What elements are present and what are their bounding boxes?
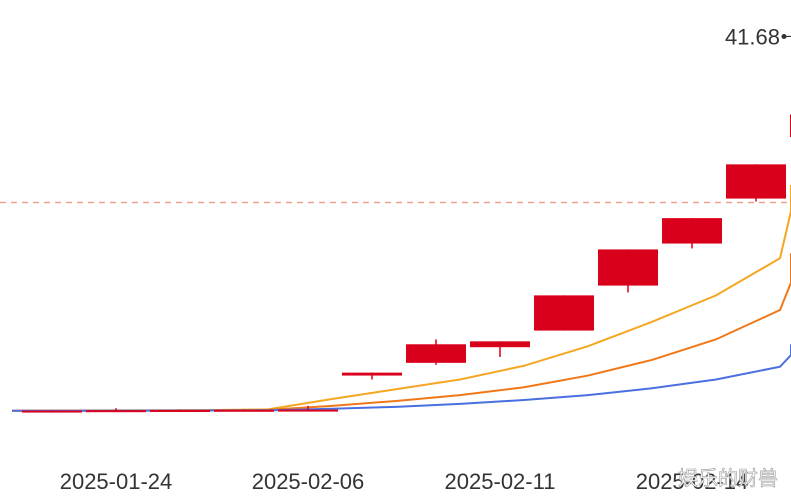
candle-body — [598, 249, 658, 286]
candle[interactable] — [22, 410, 82, 413]
candle[interactable] — [534, 295, 594, 331]
candle[interactable] — [662, 218, 722, 249]
candle-body — [534, 295, 594, 331]
candle-body — [150, 409, 210, 412]
candle[interactable] — [278, 405, 338, 412]
candle-body — [86, 410, 146, 413]
candle-body — [22, 410, 82, 413]
peak-annotation: 41.68 — [725, 24, 791, 49]
candle-body — [662, 218, 722, 244]
watermark-text: 娱乐的财兽 — [678, 467, 778, 490]
candle-body — [470, 341, 530, 348]
candle-body — [726, 164, 786, 199]
x-tick-label-1: 2025-01-24 — [60, 469, 173, 494]
candle[interactable] — [214, 409, 274, 412]
x-tick-label-2: 2025-02-06 — [252, 469, 365, 494]
x-axis: 2025-01-24 2025-02-06 2025-02-11 2025-02… — [60, 469, 749, 494]
candle-body — [342, 372, 402, 376]
candle-body — [278, 409, 338, 412]
candle-body — [214, 409, 274, 412]
peak-value-label: 41.68 — [725, 24, 780, 49]
x-tick-label-4: 2025-02-14 — [636, 469, 749, 494]
peak-dot — [781, 33, 787, 39]
candle[interactable] — [86, 408, 146, 413]
x-tick-label-3: 2025-02-11 — [445, 469, 556, 494]
candle-body — [406, 344, 466, 363]
candle[interactable] — [470, 341, 530, 357]
candle[interactable] — [150, 409, 210, 412]
candle[interactable] — [342, 372, 402, 380]
candle[interactable] — [726, 164, 786, 202]
candle-layer — [22, 114, 791, 413]
candle[interactable] — [598, 249, 658, 293]
candle[interactable] — [406, 339, 466, 365]
moving-average-line-2 — [11, 253, 791, 412]
